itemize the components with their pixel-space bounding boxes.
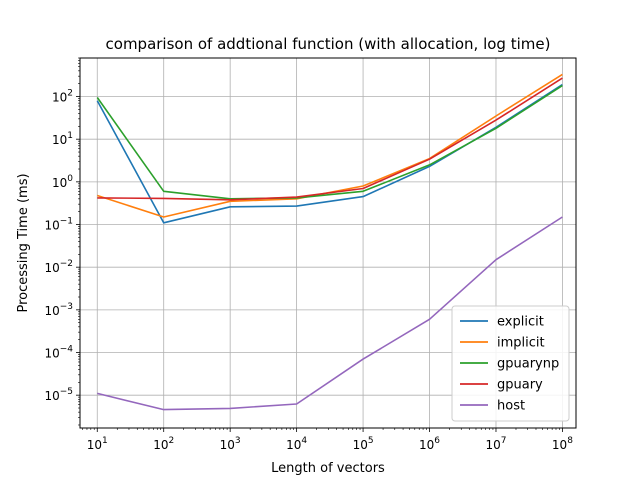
tick-label-exponent: −4 [60,345,74,355]
legend-label-host: host [497,399,525,414]
tick-label: 103 [220,436,241,452]
tick-label-base: 10 [419,438,434,452]
tick-label-base: 10 [52,176,67,190]
tick-label: 102 [153,436,174,452]
tick-label: 108 [552,436,573,452]
tick-label-exponent: 2 [168,436,174,446]
tick-label-exponent: 8 [567,436,573,446]
legend-label-gpuarynp: gpuarynp [497,357,559,372]
tick-label: 107 [485,436,506,452]
series-line-gpuary [97,77,563,201]
tick-label: 101 [87,436,108,452]
series-line-host [97,216,563,411]
tick-label-base: 10 [52,91,67,105]
tick-label: 104 [286,436,307,452]
tick-label: 10−3 [44,302,73,318]
x-axis-title: Length of vectors [271,461,385,476]
tick-label-exponent: −1 [60,217,73,227]
tick-label: 101 [52,131,73,147]
tick-label-exponent: −3 [60,302,73,312]
tick-label: 10−1 [44,217,73,233]
tick-label-exponent: 4 [301,436,307,446]
tick-label-base: 10 [353,438,368,452]
y-axis-title: Processing Time (ms) [16,173,31,312]
tick-label-base: 10 [552,438,567,452]
tick-label-base: 10 [485,438,500,452]
x-axis: 101 102 103 104 105 106 107 108 [82,428,573,452]
tick-label-exponent: 5 [368,436,374,446]
tick-label-exponent: 2 [67,89,73,99]
tick-label-base: 10 [286,438,301,452]
series-lines [96,73,563,411]
tick-label: 100 [52,174,73,190]
tick-label-base: 10 [44,304,59,318]
tick-label-base: 10 [44,261,59,275]
tick-label: 10−5 [44,387,73,403]
tick-label-base: 10 [52,133,67,147]
tick-label: 10−2 [44,259,73,275]
tick-label: 105 [353,436,374,452]
legend-label-implicit: implicit [497,336,545,351]
tick-label-base: 10 [153,438,168,452]
tick-label-base: 10 [220,438,235,452]
tick-label-base: 10 [44,347,59,361]
series-line-gpuarynp [96,84,563,200]
tick-label-exponent: 7 [501,436,507,446]
tick-label: 106 [419,436,440,452]
legend: explicit implicit gpuarynp gpuary host [451,305,570,422]
tick-label-base: 10 [44,389,59,403]
tick-label-exponent: 3 [235,436,241,446]
legend-box [451,305,570,422]
tick-label-base: 10 [87,438,102,452]
chart-title: comparison of addtional function (with a… [106,35,551,53]
tick-label-exponent: 1 [102,436,108,446]
tick-label: 10−4 [44,345,73,361]
tick-label-exponent: −2 [60,259,73,269]
tick-label-base: 10 [44,219,59,233]
tick-label: 102 [52,89,73,105]
tick-label-exponent: −5 [60,387,73,397]
tick-label-exponent: 1 [67,131,73,141]
tick-label-exponent: 0 [67,174,73,184]
legend-label-gpuary: gpuary [497,378,543,393]
plot-frame [79,57,577,429]
legend-label-explicit: explicit [497,315,544,330]
tick-label-exponent: 6 [434,436,440,446]
